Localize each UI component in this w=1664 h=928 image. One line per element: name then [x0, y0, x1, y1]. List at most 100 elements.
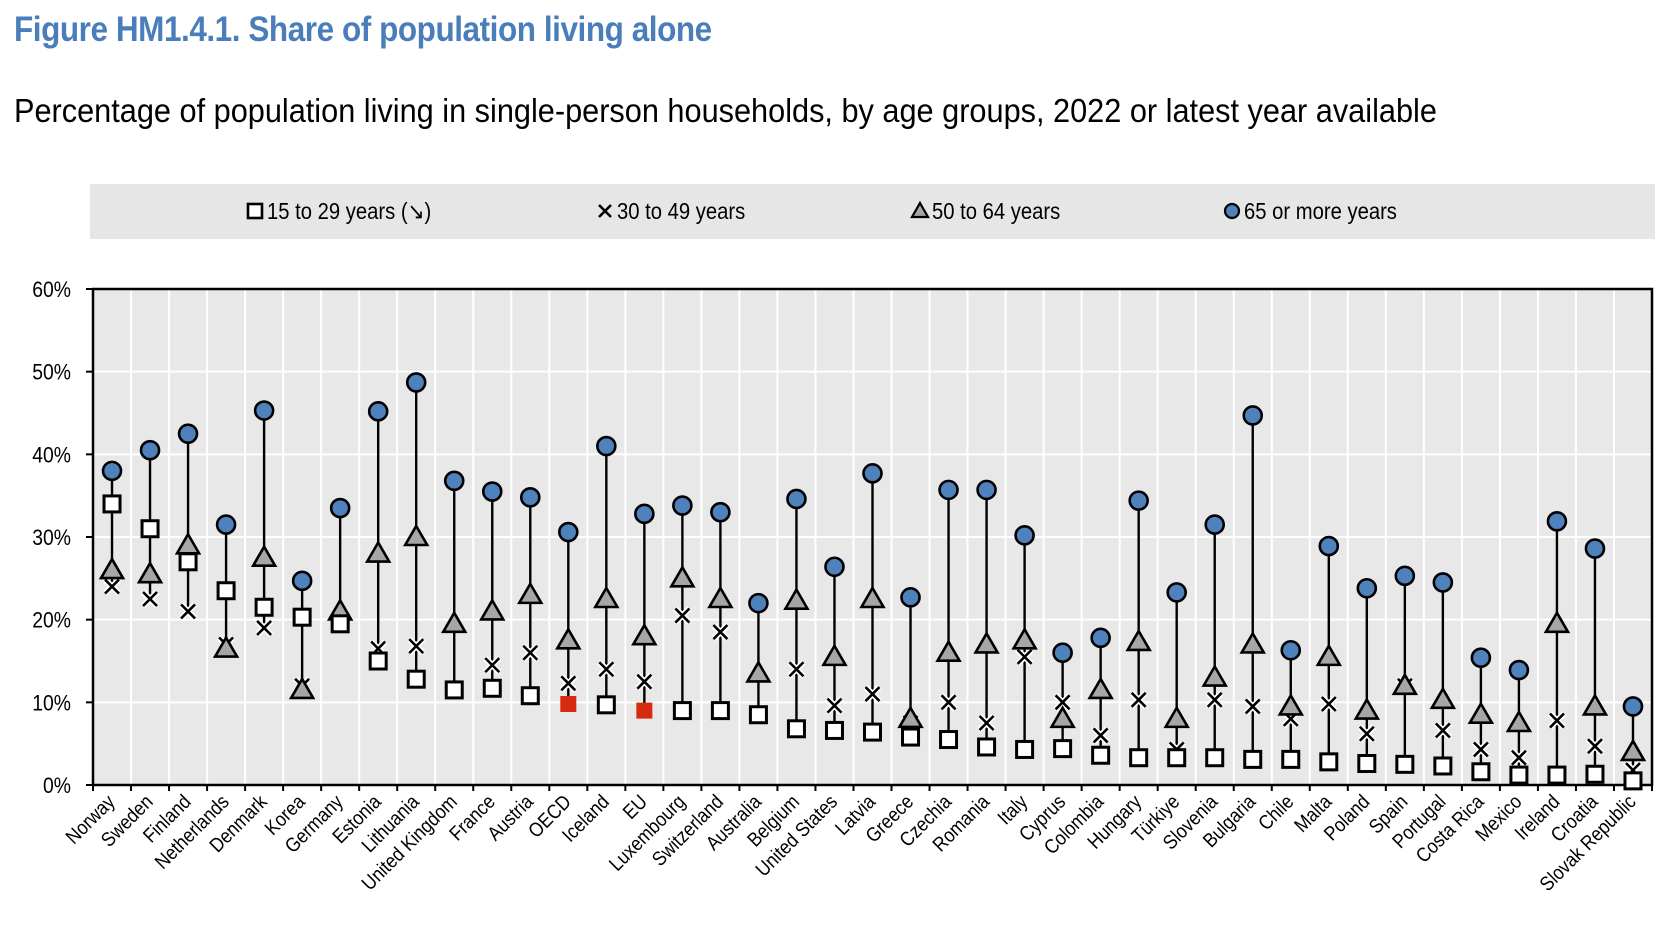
triangle-marker — [745, 659, 772, 683]
triangle-marker — [212, 635, 240, 658]
square-marker — [520, 686, 540, 706]
x-marker-stroke — [256, 620, 273, 636]
triangle-marker — [1011, 626, 1038, 650]
circle-marker — [1128, 490, 1149, 511]
triangle-marker — [1467, 701, 1495, 725]
square-marker — [1015, 739, 1035, 759]
square-marker — [824, 720, 844, 740]
triangle-marker — [707, 585, 734, 609]
circle-marker — [1546, 510, 1568, 532]
category-group — [973, 479, 1000, 757]
circle-marker — [443, 470, 465, 492]
legend-square-icon — [246, 202, 264, 220]
category-group — [402, 372, 430, 689]
circle-marker — [519, 487, 541, 508]
x-marker — [1509, 748, 1529, 767]
y-tick-label: 20% — [32, 609, 71, 633]
circle-marker — [1204, 514, 1226, 535]
triangle-marker — [1315, 643, 1343, 667]
category-group — [440, 470, 468, 700]
category-group — [174, 423, 202, 621]
legend-triangle-icon — [910, 200, 930, 219]
square-marker — [330, 614, 350, 634]
triangle-marker — [1619, 738, 1647, 762]
square-marker — [1129, 748, 1149, 768]
circle-marker — [253, 400, 275, 421]
square-marker — [1509, 765, 1529, 785]
circle-marker — [1014, 525, 1035, 546]
triangle-marker — [479, 597, 506, 621]
x-marker-stroke — [598, 661, 615, 678]
x-marker-stroke — [712, 624, 729, 640]
x-marker — [559, 674, 578, 693]
x-marker — [1471, 740, 1491, 759]
circle-marker — [558, 521, 579, 543]
triangle-marker — [1049, 705, 1076, 729]
x-marker — [1585, 737, 1605, 756]
category-group — [1353, 577, 1381, 774]
category-group — [1619, 696, 1647, 791]
legend: 15 to 29 years (↘) 30 to 49 years 50 to 64… — [246, 198, 1397, 225]
x-marker-stroke — [1587, 738, 1603, 755]
circle-marker — [1166, 582, 1187, 603]
category-group — [1543, 510, 1571, 785]
triangle-marker — [1543, 610, 1571, 634]
circle-marker — [900, 587, 921, 608]
category-group — [1049, 642, 1076, 759]
triangle-marker — [555, 626, 582, 650]
x-marker-stroke — [1358, 725, 1375, 742]
triangle-marker — [1429, 686, 1457, 710]
circle-marker — [672, 495, 693, 516]
axes: 0% 10% 20% 30% 40% 50% 60% — [32, 278, 1654, 798]
category-group — [1087, 627, 1114, 765]
x-marker — [1053, 693, 1072, 712]
x-marker — [1243, 697, 1262, 716]
circle-marker — [1356, 577, 1378, 599]
circle-marker — [1622, 696, 1644, 717]
category-group — [250, 400, 278, 638]
triangle-marker — [1581, 692, 1609, 716]
triangle-marker — [288, 676, 316, 700]
circle-marker — [1470, 647, 1492, 668]
circle-marker — [710, 501, 731, 523]
circle-marker — [1508, 659, 1530, 681]
legend-label: 50 to 64 years — [932, 198, 1060, 225]
circle-marker — [1584, 538, 1606, 559]
legend-item: 50 to 64 years — [910, 198, 1060, 225]
triangle-marker — [402, 523, 430, 547]
category-group — [1467, 647, 1495, 782]
square-marker — [1471, 762, 1491, 782]
category-group — [479, 481, 506, 698]
triangle-marker — [98, 556, 126, 580]
circle-marker — [177, 423, 199, 444]
x-marker-stroke — [408, 638, 425, 655]
category-group — [136, 439, 164, 609]
category-group — [631, 503, 658, 719]
x-marker — [1015, 647, 1034, 666]
x-marker — [1091, 726, 1110, 745]
triangle-marker — [1353, 697, 1381, 720]
square-marker — [939, 730, 959, 750]
triangle-marker — [593, 585, 620, 609]
category-group — [1391, 565, 1419, 774]
legend-item: 65 or more years — [1223, 198, 1397, 224]
square-marker — [444, 680, 464, 700]
x-category-label: Chile — [1254, 790, 1298, 834]
square-marker — [636, 702, 653, 719]
category-group — [212, 514, 240, 658]
square-marker — [1281, 749, 1301, 769]
x-marker-stroke — [1434, 722, 1451, 739]
x-marker-stroke — [180, 603, 196, 620]
category-group — [1505, 659, 1533, 785]
square-marker — [1547, 765, 1567, 785]
x-marker-stroke — [1054, 694, 1071, 711]
chart-title: Figure HM1.4.1. Share of population livi… — [14, 10, 712, 49]
triangle-marker — [250, 544, 278, 567]
triangle-marker — [935, 639, 962, 663]
x-marker-stroke — [104, 578, 120, 595]
square-marker — [1205, 748, 1225, 768]
triangle-marker — [859, 585, 886, 609]
x-marker-stroke — [1549, 712, 1565, 729]
square-marker — [863, 722, 882, 742]
category-group — [897, 587, 924, 747]
